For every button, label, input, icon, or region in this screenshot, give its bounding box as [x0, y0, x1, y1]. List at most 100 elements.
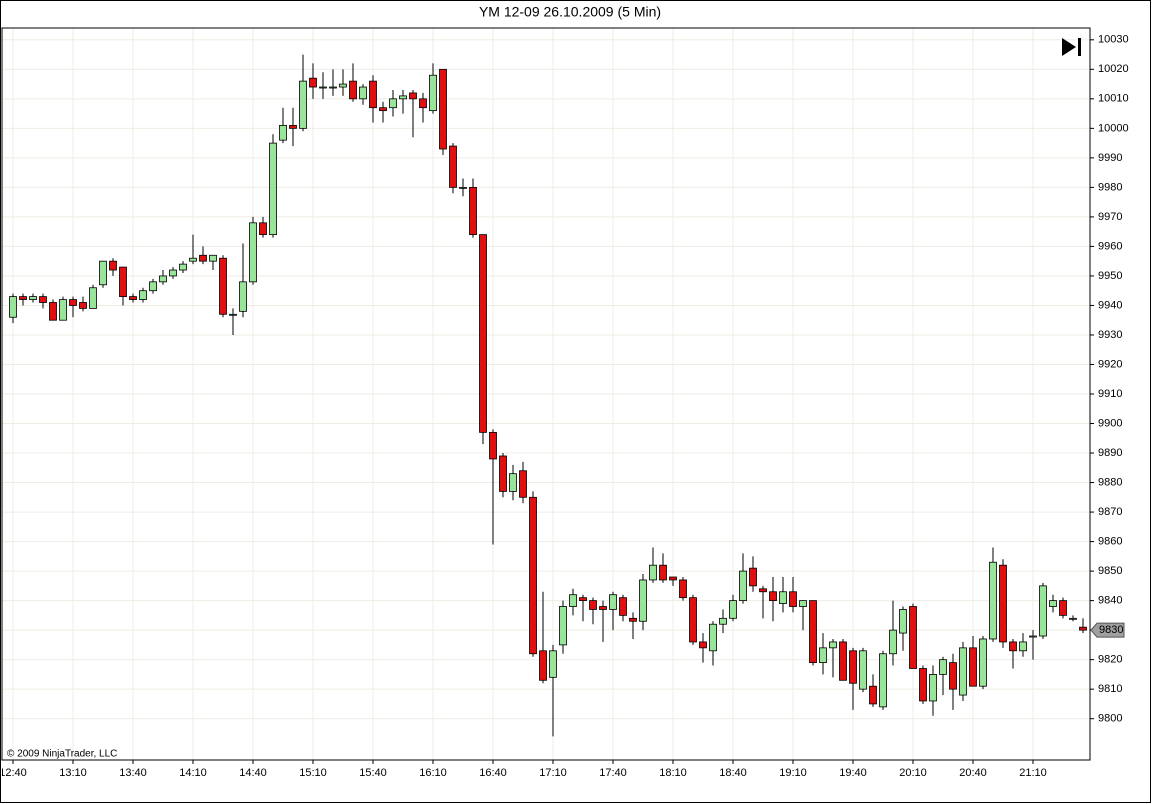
x-tick-label: 15:40 [359, 767, 387, 779]
candle-body [749, 567, 757, 587]
candle-body [109, 260, 117, 271]
last-price-label: 9830 [1099, 624, 1123, 636]
candle-body [759, 588, 767, 593]
candle-body [669, 576, 677, 581]
plot-border [1, 27, 1091, 761]
candle-body [339, 83, 347, 88]
candle-body [419, 98, 427, 109]
candle-body [219, 257, 227, 315]
candle-body [559, 606, 567, 646]
candle-body [29, 296, 37, 300]
candle-body [869, 685, 877, 705]
candle-body [459, 186, 467, 189]
candle-body [629, 617, 637, 622]
candle-body [769, 591, 777, 602]
grid [2, 28, 1090, 760]
candle-body [349, 80, 357, 100]
candle-body [719, 617, 727, 625]
candle-body [939, 659, 947, 675]
candle-body [69, 299, 77, 306]
candle-body [789, 591, 797, 607]
y-tick-label: 9920 [1098, 358, 1122, 370]
candle-body [889, 629, 897, 655]
candle-body [389, 98, 397, 109]
candle-body [529, 496, 537, 655]
x-tick-label: 13:40 [119, 767, 147, 779]
candle-body [49, 302, 57, 321]
candle-body [639, 579, 647, 622]
candle-body [1069, 617, 1077, 620]
candle-body [479, 234, 487, 433]
x-tick-label: 21:10 [1019, 767, 1047, 779]
x-tick-label: 17:40 [599, 767, 627, 779]
y-tick-label: 10010 [1098, 93, 1129, 105]
candle-body [59, 299, 67, 321]
candle-body [89, 287, 97, 309]
x-tick-label: 16:10 [419, 767, 447, 779]
x-tick-label: 18:40 [719, 767, 747, 779]
candle-body [989, 561, 997, 640]
candle-body [549, 650, 557, 678]
candle-body [409, 92, 417, 100]
y-tick-label: 9970 [1098, 211, 1122, 223]
y-tick-label: 9950 [1098, 270, 1122, 282]
candle-body [469, 186, 477, 236]
candle-body [1029, 635, 1037, 638]
x-tick-label: 13:10 [59, 767, 87, 779]
candle-body [169, 269, 177, 277]
y-tick-label: 9800 [1098, 713, 1122, 725]
x-tick-label: 17:10 [539, 767, 567, 779]
candle-body [439, 68, 447, 150]
copyright: © 2009 NinjaTrader, LLC [7, 749, 117, 760]
y-tick-label: 9860 [1098, 535, 1122, 547]
candle-body [259, 222, 267, 236]
y-tick-label: 10020 [1098, 63, 1129, 75]
candle-body [779, 591, 787, 604]
candle-body [149, 281, 157, 292]
candle-body [369, 80, 377, 109]
candle-body [959, 647, 967, 696]
candles [9, 54, 1087, 737]
candle-body [829, 641, 837, 649]
y-tick-label: 10030 [1098, 34, 1129, 46]
y-tick-label: 9810 [1098, 683, 1122, 695]
candle-body [809, 600, 817, 663]
x-tick-label: 15:10 [299, 767, 327, 779]
candle-body [619, 597, 627, 616]
candle-body [979, 638, 987, 687]
x-tick-label: 14:10 [179, 767, 207, 779]
candle-body [239, 281, 247, 312]
candle-body [929, 674, 937, 702]
x-axis: 12:40 13:10 13:40 14:10 14:40 15:10 15:40 16:10… [0, 760, 1047, 779]
candle-body [329, 86, 337, 89]
candle-body [579, 597, 587, 602]
candle-body [229, 313, 237, 316]
candle-body [1049, 600, 1057, 607]
candle-body [689, 597, 697, 643]
candle-body [359, 86, 367, 100]
candle-body [1009, 641, 1017, 652]
candle-body [209, 254, 217, 262]
y-tick-label: 9940 [1098, 299, 1122, 311]
x-tick-label: 12:40 [0, 767, 27, 779]
y-tick-label: 9890 [1098, 447, 1122, 459]
candle-body [709, 623, 717, 652]
candle-body [1059, 600, 1067, 616]
scroll-end-button[interactable] [1062, 38, 1081, 56]
candle-body [999, 564, 1007, 643]
candle-body [949, 662, 957, 690]
candle-body [849, 650, 857, 684]
candle-body [739, 570, 747, 602]
candle-body [179, 263, 187, 271]
candle-body [79, 302, 87, 309]
y-tick-label: 9880 [1098, 476, 1122, 488]
candle-body [279, 125, 287, 141]
x-tick-label: 20:40 [959, 767, 987, 779]
candle-body [289, 125, 297, 129]
candle-body [189, 257, 197, 262]
candle-body [119, 266, 127, 297]
x-tick-label: 14:40 [239, 767, 267, 779]
candle-body [859, 650, 867, 690]
